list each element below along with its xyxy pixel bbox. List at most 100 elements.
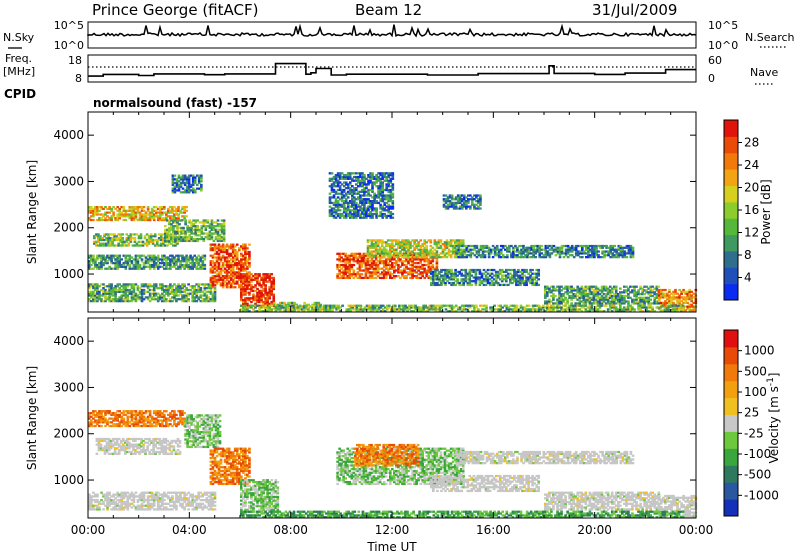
power-panel: 1000 2000 3000 4000 Slant Range [km] 4 8 12 16… (25, 111, 773, 313)
power-region-16 (442, 194, 482, 210)
velocity-colorbar: -1000 -500 -100 -25 25 100 500 1000 (723, 329, 779, 517)
power-region-17 (240, 304, 685, 313)
velocity-region-1 (184, 414, 222, 449)
frequency-panel: Freq. [MHz] CPID 18 8 60 0 Nave (3, 52, 778, 101)
velocity-ytick-label-1: 2000 (53, 427, 84, 441)
power-cbar-swatch-1 (724, 267, 738, 285)
velocity-cbar-label-1: 500 (744, 364, 767, 378)
power-cbar-swatch-6 (724, 185, 738, 203)
power-ytick-label-0: 1000 (53, 267, 84, 281)
velocity-cbar-swatch-1 (724, 482, 738, 500)
power-cbar-swatch-8 (724, 152, 738, 170)
velocity-cbar-swatch-5 (724, 414, 738, 432)
power-cbar-swatch-10 (724, 120, 738, 137)
velocity-region-3 (88, 491, 217, 511)
velocity-region-0 (88, 410, 186, 428)
power-ytick-label-1: 2000 (53, 221, 84, 235)
power-y-axis: 1000 2000 3000 4000 (53, 128, 696, 281)
freq-label: Freq. (5, 52, 32, 65)
power-cbar-swatch-7 (724, 169, 738, 186)
freq-tick-bottom: 8 (75, 72, 82, 85)
velocity-cbar-label-6: -500 (744, 468, 771, 482)
power-y-axis-label: Slant Range [km] (25, 160, 39, 264)
velocity-xtick-label-5: 20:00 (577, 523, 612, 537)
frequency-panel-frame (87, 54, 697, 83)
power-region-7 (240, 273, 276, 307)
velocity-cbar-label-7: -1000 (744, 488, 779, 502)
nave-tick-bottom: 0 (708, 72, 715, 85)
cpid-label: CPID (4, 87, 36, 101)
power-cbar-label-3: 16 (744, 203, 759, 217)
velocity-cbar-swatch-9 (724, 346, 738, 365)
station-title: Prince George (fitACF) (92, 1, 258, 19)
power-ytick-label-3: 4000 (53, 128, 84, 142)
velocity-colorbar-label: Velocity [m s-1] (766, 373, 781, 464)
velocity-panel: 1000 2000 3000 4000 00:00 04:00 08:00 12:00 16:… (25, 317, 781, 554)
noise-right-tick-bottom: 10^0 (708, 39, 738, 52)
velocity-cbar-label-0: 1000 (744, 344, 775, 358)
noise-panel: N.Sky 10^5 10^0 10^5 10^0 N.Search (3, 19, 795, 52)
velocity-region-4 (209, 447, 251, 486)
power-region-14 (658, 288, 698, 312)
x-axis-label: Time UT (366, 540, 417, 554)
frequency-line (88, 62, 696, 77)
noise-sky-line (87, 23, 697, 38)
velocity-xtick-label-0: 00:00 (71, 523, 106, 537)
velocity-x-axis: 00:00 04:00 08:00 12:00 16:00 20:00 00:00 (71, 318, 713, 537)
velocity-region-10 (544, 491, 661, 511)
velocity-cbar-swatch-10 (724, 330, 738, 348)
power-cbar-label-1: 8 (744, 248, 752, 262)
power-cbar-label-0: 4 (744, 271, 752, 285)
power-region-15 (328, 172, 395, 219)
power-region-11 (430, 268, 541, 287)
velocity-ytick-label-0: 1000 (53, 473, 84, 487)
program-name: normalsound (fast) -157 (93, 96, 257, 110)
velocity-region-9 (455, 450, 635, 465)
velocity-xtick-label-2: 08:00 (273, 523, 308, 537)
velocity-cbar-frame (723, 329, 739, 517)
power-ytick-label-2: 3000 (53, 174, 84, 188)
velocity-y-axis: 1000 2000 3000 4000 (53, 334, 696, 487)
nave-tick-top: 60 (708, 54, 722, 67)
velocity-xtick-label-4: 16:00 (476, 523, 511, 537)
power-cbar-label-6: 28 (744, 136, 759, 150)
noise-left-tick-top: 10^5 (54, 19, 84, 32)
power-cbar-swatch-0 (724, 283, 738, 301)
velocity-ytick-label-3: 4000 (53, 334, 84, 348)
velocity-cbar-swatch-0 (724, 499, 738, 517)
velocity-cbar-label-5: -100 (744, 447, 771, 461)
power-data (88, 172, 698, 313)
velocity-xtick-label-1: 04:00 (172, 523, 207, 537)
power-cbar-swatch-4 (724, 218, 738, 236)
power-region-13 (544, 285, 661, 305)
power-cbar-swatch-5 (724, 201, 738, 219)
power-region-3 (88, 283, 217, 303)
velocity-cbar-swatch-7 (724, 380, 738, 399)
velocity-region-12 (240, 510, 685, 519)
nave-label: Nave (750, 66, 778, 79)
power-region-10 (366, 239, 465, 259)
power-region-6 (209, 243, 251, 289)
power-region-5 (164, 219, 226, 243)
noise-sky-label: N.Sky (3, 31, 35, 44)
velocity-cbar-label-4: -25 (744, 426, 764, 440)
velocity-region-7 (354, 443, 420, 467)
power-colorbar-label: Power [dB] (759, 179, 773, 244)
noise-left-tick-bottom: 10^0 (54, 39, 84, 52)
velocity-cbar-label-2: 100 (744, 385, 767, 399)
power-cbar-label-5: 24 (744, 158, 759, 172)
power-region-2 (88, 254, 207, 270)
velocity-region-5 (240, 479, 280, 513)
velocity-region-2 (95, 437, 182, 455)
power-cbar-swatch-3 (724, 234, 738, 252)
velocity-region-11 (658, 494, 698, 518)
date-label: 31/Jul/2009 (592, 1, 677, 19)
power-cbar-label-4: 20 (744, 181, 759, 195)
velocity-cbar-swatch-6 (724, 397, 738, 415)
velocity-region-8 (430, 474, 541, 493)
freq-unit-label: [MHz] (3, 65, 35, 78)
velocity-cbar-swatch-8 (724, 363, 738, 382)
velocity-xtick-label-3: 12:00 (375, 523, 410, 537)
power-cbar-label-2: 12 (744, 226, 759, 240)
